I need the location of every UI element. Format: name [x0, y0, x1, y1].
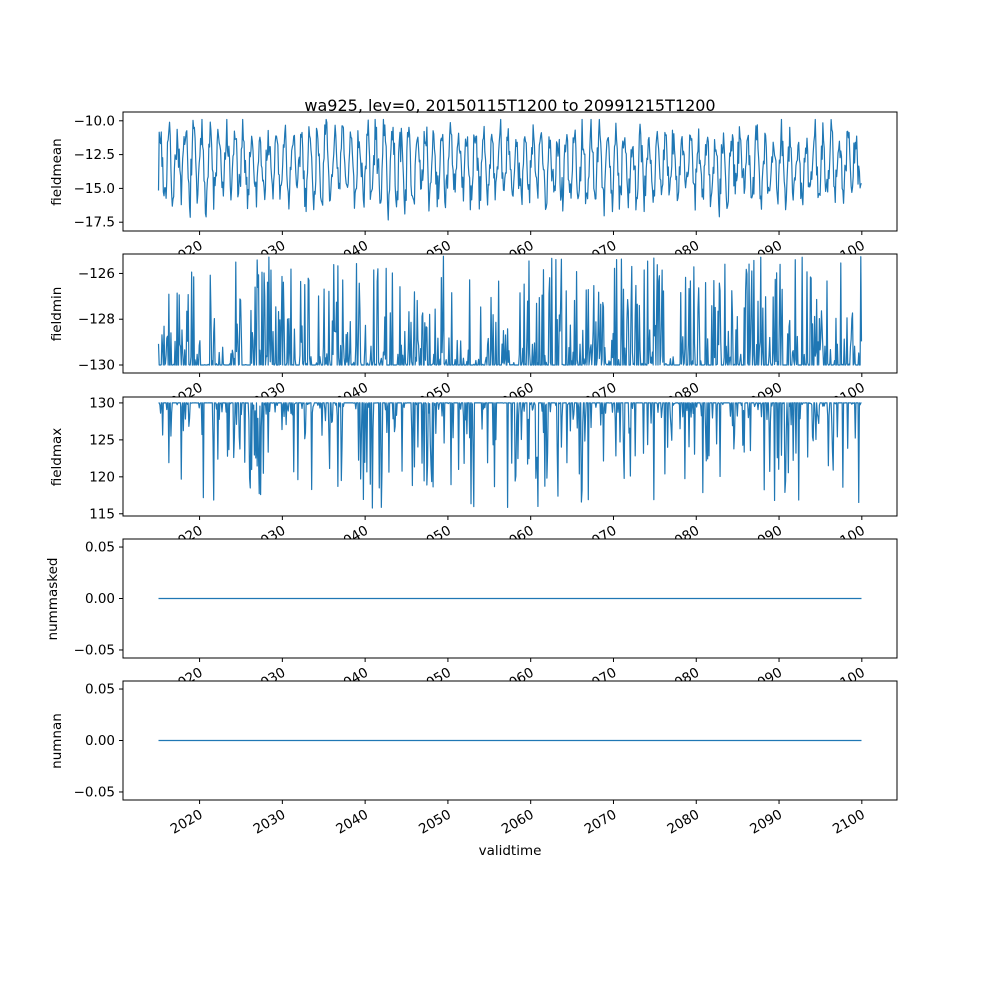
- y-tick-label: 120: [89, 469, 115, 485]
- y-tick-label: −128: [78, 312, 115, 328]
- x-tick-label: 2050: [416, 807, 454, 838]
- y-tick-label: −0.05: [74, 784, 115, 800]
- y-tick-label: −130: [78, 357, 115, 373]
- axes-spines: [122, 396, 898, 517]
- axes-background: [123, 112, 897, 231]
- y-tick-label: 115: [89, 506, 115, 522]
- x-tick-label: 2070: [582, 807, 620, 838]
- x-tick-label: 2080: [665, 807, 703, 838]
- y-tick-label: −15.0: [74, 181, 115, 197]
- y-tick-label: 0.00: [85, 591, 115, 607]
- x-tick-label: 2090: [747, 807, 785, 838]
- y-tick-label: −17.5: [74, 215, 115, 231]
- subplot-numnan: 0.05 0.00 −0.05 2020 2030 2040 2050 2060 2070 208…: [74, 680, 898, 838]
- y-tick-label: 0.05: [85, 540, 115, 556]
- series-line-fieldmin: [157, 255, 863, 366]
- axes-spines: [122, 253, 898, 374]
- y-tick-label: 130: [89, 395, 115, 411]
- y-tick-label: 0.05: [85, 682, 115, 698]
- y-tick-label: −10.0: [74, 113, 115, 129]
- x-tick-label: 2030: [251, 807, 289, 838]
- series-line-fieldmean: [157, 118, 862, 221]
- ylabel-fieldmin: fieldmin: [49, 286, 65, 342]
- x-tick-label: 2060: [499, 807, 537, 838]
- series-line-fieldmax: [158, 402, 862, 509]
- x-tick-label: 2040: [333, 807, 371, 838]
- x-tick-label: 2100: [830, 807, 868, 838]
- y-tick-label: 0.00: [85, 733, 115, 749]
- chart-title: wa925, lev=0, 20150115T1200 to 20991215T…: [304, 96, 716, 115]
- y-tick-label: 125: [89, 432, 115, 448]
- y-tick-label: −12.5: [74, 147, 115, 163]
- axes-spines: [122, 111, 898, 232]
- y-tick-label: −0.05: [74, 642, 115, 658]
- ylabel-nummasked: nummasked: [45, 557, 61, 641]
- ylabel-fieldmax: fieldmax: [49, 427, 65, 487]
- x-axis-label: validtime: [478, 843, 542, 859]
- ylabel-numnan: numnan: [49, 713, 65, 769]
- y-tick-label: −126: [78, 266, 115, 282]
- x-tick-label: 2020: [168, 807, 206, 838]
- ylabel-fieldmean: fieldmean: [49, 138, 65, 206]
